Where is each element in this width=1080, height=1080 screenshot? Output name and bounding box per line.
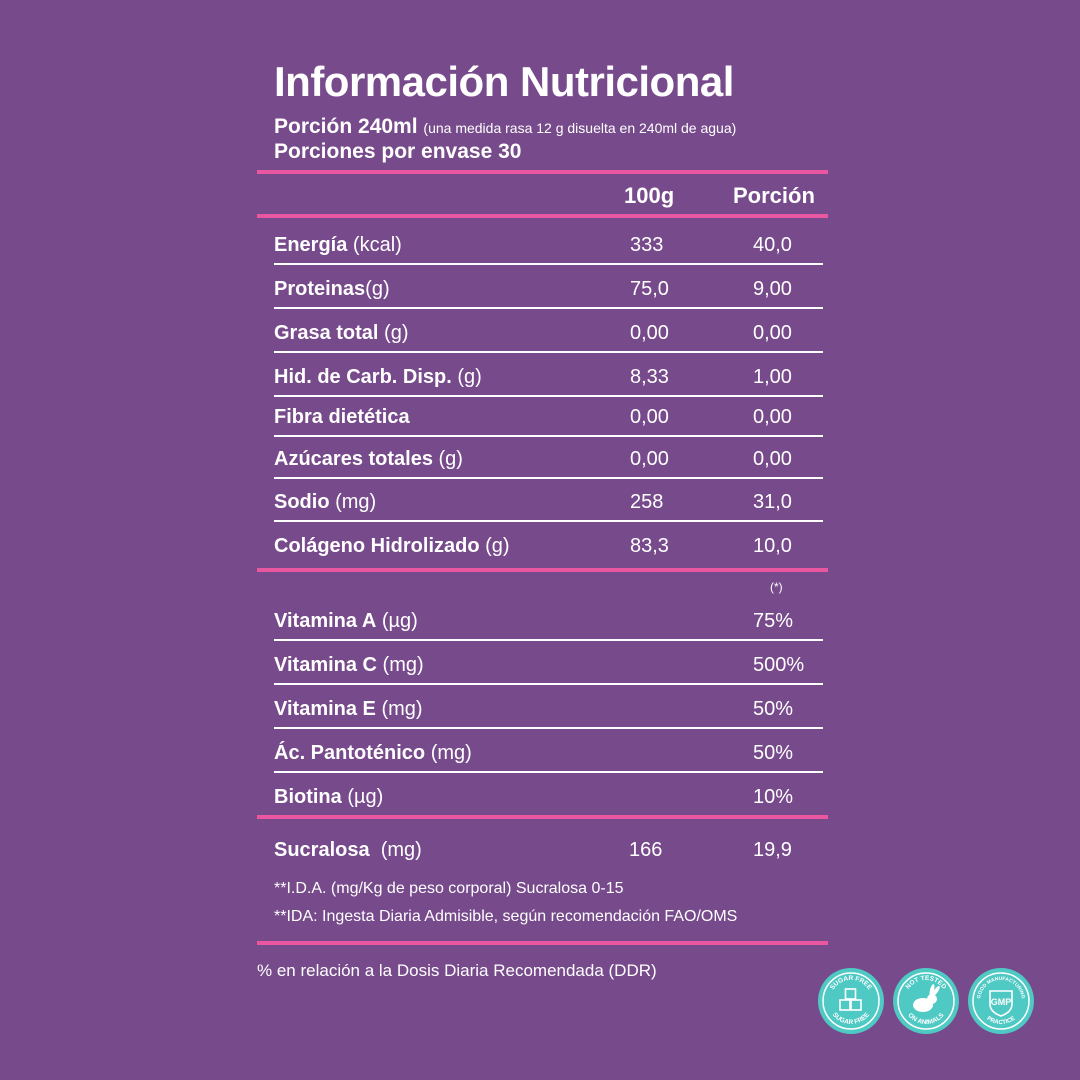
value-100g: 0,00 [630,406,669,428]
value-portion: 40,0 [753,234,792,256]
svg-text:GMP: GMP [991,997,1012,1007]
sugar-free-badge: SUGAR FREE SUGAR FREE [818,968,884,1034]
sweetener-label: Sucralosa (mg) [274,839,422,861]
vitamin-label: Vitamina E (mg) [274,698,423,720]
vitamin-percent: 500% [753,654,805,676]
table-row: Colágeno Hidrolizado (g) 83,3 10,0 [274,524,823,564]
value-portion: 10,0 [753,535,792,557]
nutrient-label: Sodio (mg) [274,491,377,513]
ddr-footnote: % en relación a la Dosis Diaria Recomend… [257,961,657,980]
value-100g: 258 [630,491,664,513]
nutrient-label: Colágeno Hidrolizado (g) [274,535,510,557]
ddr-marker: (*) [770,580,783,594]
value-100g: 8,33 [630,366,669,388]
value-portion: 1,00 [753,366,792,388]
vitamin-label: Biotina (µg) [274,786,384,808]
table-row: Vitamina E (mg) 50% [274,687,823,729]
divider [257,214,828,218]
nutrient-label: Grasa total (g) [274,322,409,344]
portion-note: (una medida rasa 12 g disuelta en 240ml … [423,120,737,136]
footnote-ida-definition: **IDA: Ingesta Diaria Admisible, según r… [274,908,738,925]
value-portion: 0,00 [753,406,792,428]
value-100g: 166 [629,839,663,861]
svg-text:PRACTICE: PRACTICE [986,1016,1017,1026]
value-portion: 31,0 [753,491,792,513]
divider [257,170,828,174]
vitamin-label: Vitamina A (µg) [274,610,418,632]
cruelty-free-badge: NOT TESTED ON ANIMALS [893,968,959,1034]
table-row: Fibra dietética 0,00 0,00 [274,395,823,437]
column-header-100g: 100g [624,183,675,208]
nutrient-label: Hid. de Carb. Disp. (g) [274,366,482,388]
table-row: Vitamina C (mg) 500% [274,643,823,685]
portion-label: Porción 240ml [274,115,418,138]
table-row: Azúcares totales (g) 0,00 0,00 [274,437,823,479]
rabbit-icon [913,984,940,1012]
vitamin-percent: 10% [753,786,794,808]
vitamin-percent: 50% [753,742,794,764]
nutrient-label: Fibra dietética [274,406,410,428]
divider [257,815,828,819]
footnote-ida: **I.D.A. (mg/Kg de peso corporal) Sucral… [274,880,624,897]
table-row: Ác. Pantoténico (mg) 50% [274,731,823,773]
vitamin-label: Ác. Pantoténico (mg) [274,742,472,764]
gmp-shield-icon [989,990,1013,1017]
nutrient-label: Azúcares totales (g) [274,448,463,470]
vitamin-percent: 75% [753,610,794,632]
value-portion: 0,00 [753,322,792,344]
value-portion: 9,00 [753,278,792,300]
divider [257,568,828,572]
servings-per-container: Porciones por envase 30 [274,140,522,163]
nutrient-label: Energía (kcal) [274,234,402,256]
table-row: Sodio (mg) 258 31,0 [274,480,823,522]
value-100g: 75,0 [630,278,669,300]
table-row: Energía (kcal) 333 40,0 [274,223,823,265]
portion-size: Porción 240ml (una medida rasa 12 g disu… [274,115,736,139]
value-100g: 0,00 [630,322,669,344]
vitamin-label: Vitamina C (mg) [274,654,424,676]
table-row: Hid. de Carb. Disp. (g) 8,33 1,00 [274,355,823,397]
value-portion: 19,9 [753,839,792,861]
table-row: Proteinas(g) 75,0 9,00 [274,267,823,309]
sugar-cube-icon [839,988,862,1011]
value-portion: 0,00 [753,448,792,470]
table-row: Grasa total (g) 0,00 0,00 [274,311,823,353]
value-100g: 83,3 [630,535,669,557]
table-row: Vitamina A (µg) 75% [274,599,823,641]
sweetener-row: Sucralosa (mg) 166 19,9 [274,828,823,868]
value-100g: 0,00 [630,448,669,470]
divider [257,941,828,945]
vitamin-percent: 50% [753,698,794,720]
nutrient-label: Proteinas(g) [274,278,390,300]
gmp-badge: GOOD MANUFACTURING PRACTICE GMP [968,968,1034,1034]
table-row: Biotina (µg) 10% [274,775,823,815]
page-title: Información Nutricional [274,58,734,105]
svg-text:ON ANIMALS: ON ANIMALS [907,1011,946,1026]
value-100g: 333 [630,234,664,256]
svg-text:SUGAR FREE: SUGAR FREE [831,1011,872,1026]
column-header-portion: Porción [733,183,815,208]
certification-badges: SUGAR FREE SUGAR FREE NOT TESTED ON ANIM… [818,968,1034,1036]
